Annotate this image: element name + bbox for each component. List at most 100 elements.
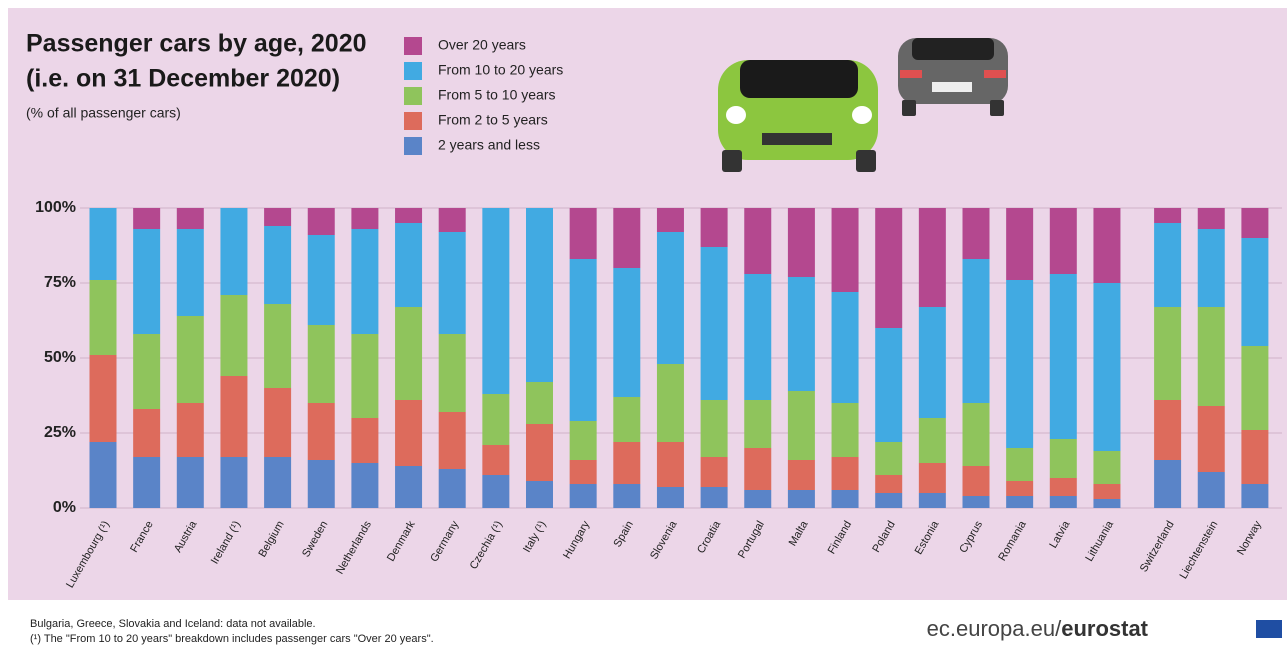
bar-segment [744,208,771,274]
bar-segment [570,460,597,484]
legend-label: From 5 to 10 years [438,87,556,103]
bar-segment [1154,223,1181,307]
bar-segment [744,400,771,448]
bar-segment [832,208,859,292]
bar-segment [875,328,902,442]
bar-segment [613,208,640,268]
bar-segment [1093,451,1120,484]
y-tick-label: 50% [44,349,76,366]
bar-segment [90,442,117,508]
bar-segment [177,208,204,229]
bar-segment [395,208,422,223]
bar-segment [875,208,902,328]
bar-segment [832,403,859,457]
bar-segment [1006,208,1033,280]
bar-segment [1154,460,1181,508]
bar-segment [919,208,946,307]
bar-segment [482,475,509,508]
bar-segment [1093,283,1120,451]
bar-segment [308,403,335,460]
bar-segment [526,208,553,382]
bar-segment [308,208,335,235]
bar-segment [220,457,247,508]
bar-segment [613,397,640,442]
bar-segment [744,448,771,490]
source-brand: eurostat [1061,616,1148,641]
bar-segment [657,487,684,508]
legend-label: From 10 to 20 years [438,62,563,78]
bar-segment [439,412,466,469]
y-tick-label: 0% [53,499,76,516]
bar-segment [1050,208,1077,274]
bar-segment [308,235,335,325]
y-tick-label: 75% [44,274,76,291]
bar-segment [133,457,160,508]
bar-segment [308,325,335,403]
bar-segment [1198,208,1225,229]
chart: Passenger cars by age, 2020 (i.e. on 31 … [0,0,1287,645]
bar-segment [1241,484,1268,508]
bar-segment [570,259,597,421]
footnote: Bulgaria, Greece, Slovakia and Iceland: … [30,618,316,630]
bar-segment [919,493,946,508]
bar-segment [351,208,378,229]
bar-segment [1050,439,1077,478]
bar-segment [963,403,990,466]
bar-segment [1050,274,1077,439]
bar-segment [657,232,684,364]
bar-segment [133,409,160,457]
chart-title: (i.e. on 31 December 2020) [26,65,340,93]
bar-segment [1198,229,1225,307]
bar-segment [1198,472,1225,508]
bar-segment [875,493,902,508]
bar-segment [1241,238,1268,346]
bar-segment [395,466,422,508]
legend-label: From 2 to 5 years [438,112,548,128]
bar-segment [439,208,466,232]
chart-subtitle: (% of all passenger cars) [26,105,181,121]
y-tick-label: 100% [35,199,76,216]
bar-segment [526,424,553,481]
bar-segment [264,226,291,304]
bar-segment [177,403,204,457]
source-domain: ec.europa.eu/ [927,616,1062,641]
bar-segment [395,400,422,466]
bar-segment [832,292,859,403]
bar-segment [1093,208,1120,283]
bar-segment [701,487,728,508]
bar-segment [439,334,466,412]
bar-segment [1241,346,1268,430]
legend-swatch [404,112,422,130]
bar-segment [526,382,553,424]
legend-swatch [404,137,422,155]
bar-segment [788,277,815,391]
legend-swatch [404,87,422,105]
bar-segment [482,394,509,445]
bar-segment [963,259,990,403]
bar-segment [1006,481,1033,496]
bar-segment [439,469,466,508]
bar-segment [570,208,597,259]
bar-segment [963,208,990,259]
bar-segment [1093,499,1120,508]
bar-segment [177,316,204,403]
bar-segment [875,442,902,475]
footnote: (¹) The "From 10 to 20 years" breakdown … [30,633,434,645]
bar-segment [1198,406,1225,472]
bar-segment [1241,430,1268,484]
bar-segment [701,247,728,400]
legend-swatch [404,62,422,80]
bar-segment [788,391,815,460]
bar-segment [963,466,990,496]
bar-segment [395,307,422,400]
bar-segment [133,229,160,334]
bar-segment [1006,280,1033,448]
bar-segment [526,481,553,508]
bar-segment [1093,484,1120,499]
bar-segment [919,418,946,463]
bar-segment [482,445,509,475]
car-icon [718,60,878,172]
bar-segment [133,334,160,409]
bar-segment [788,208,815,277]
bar-segment [220,295,247,376]
